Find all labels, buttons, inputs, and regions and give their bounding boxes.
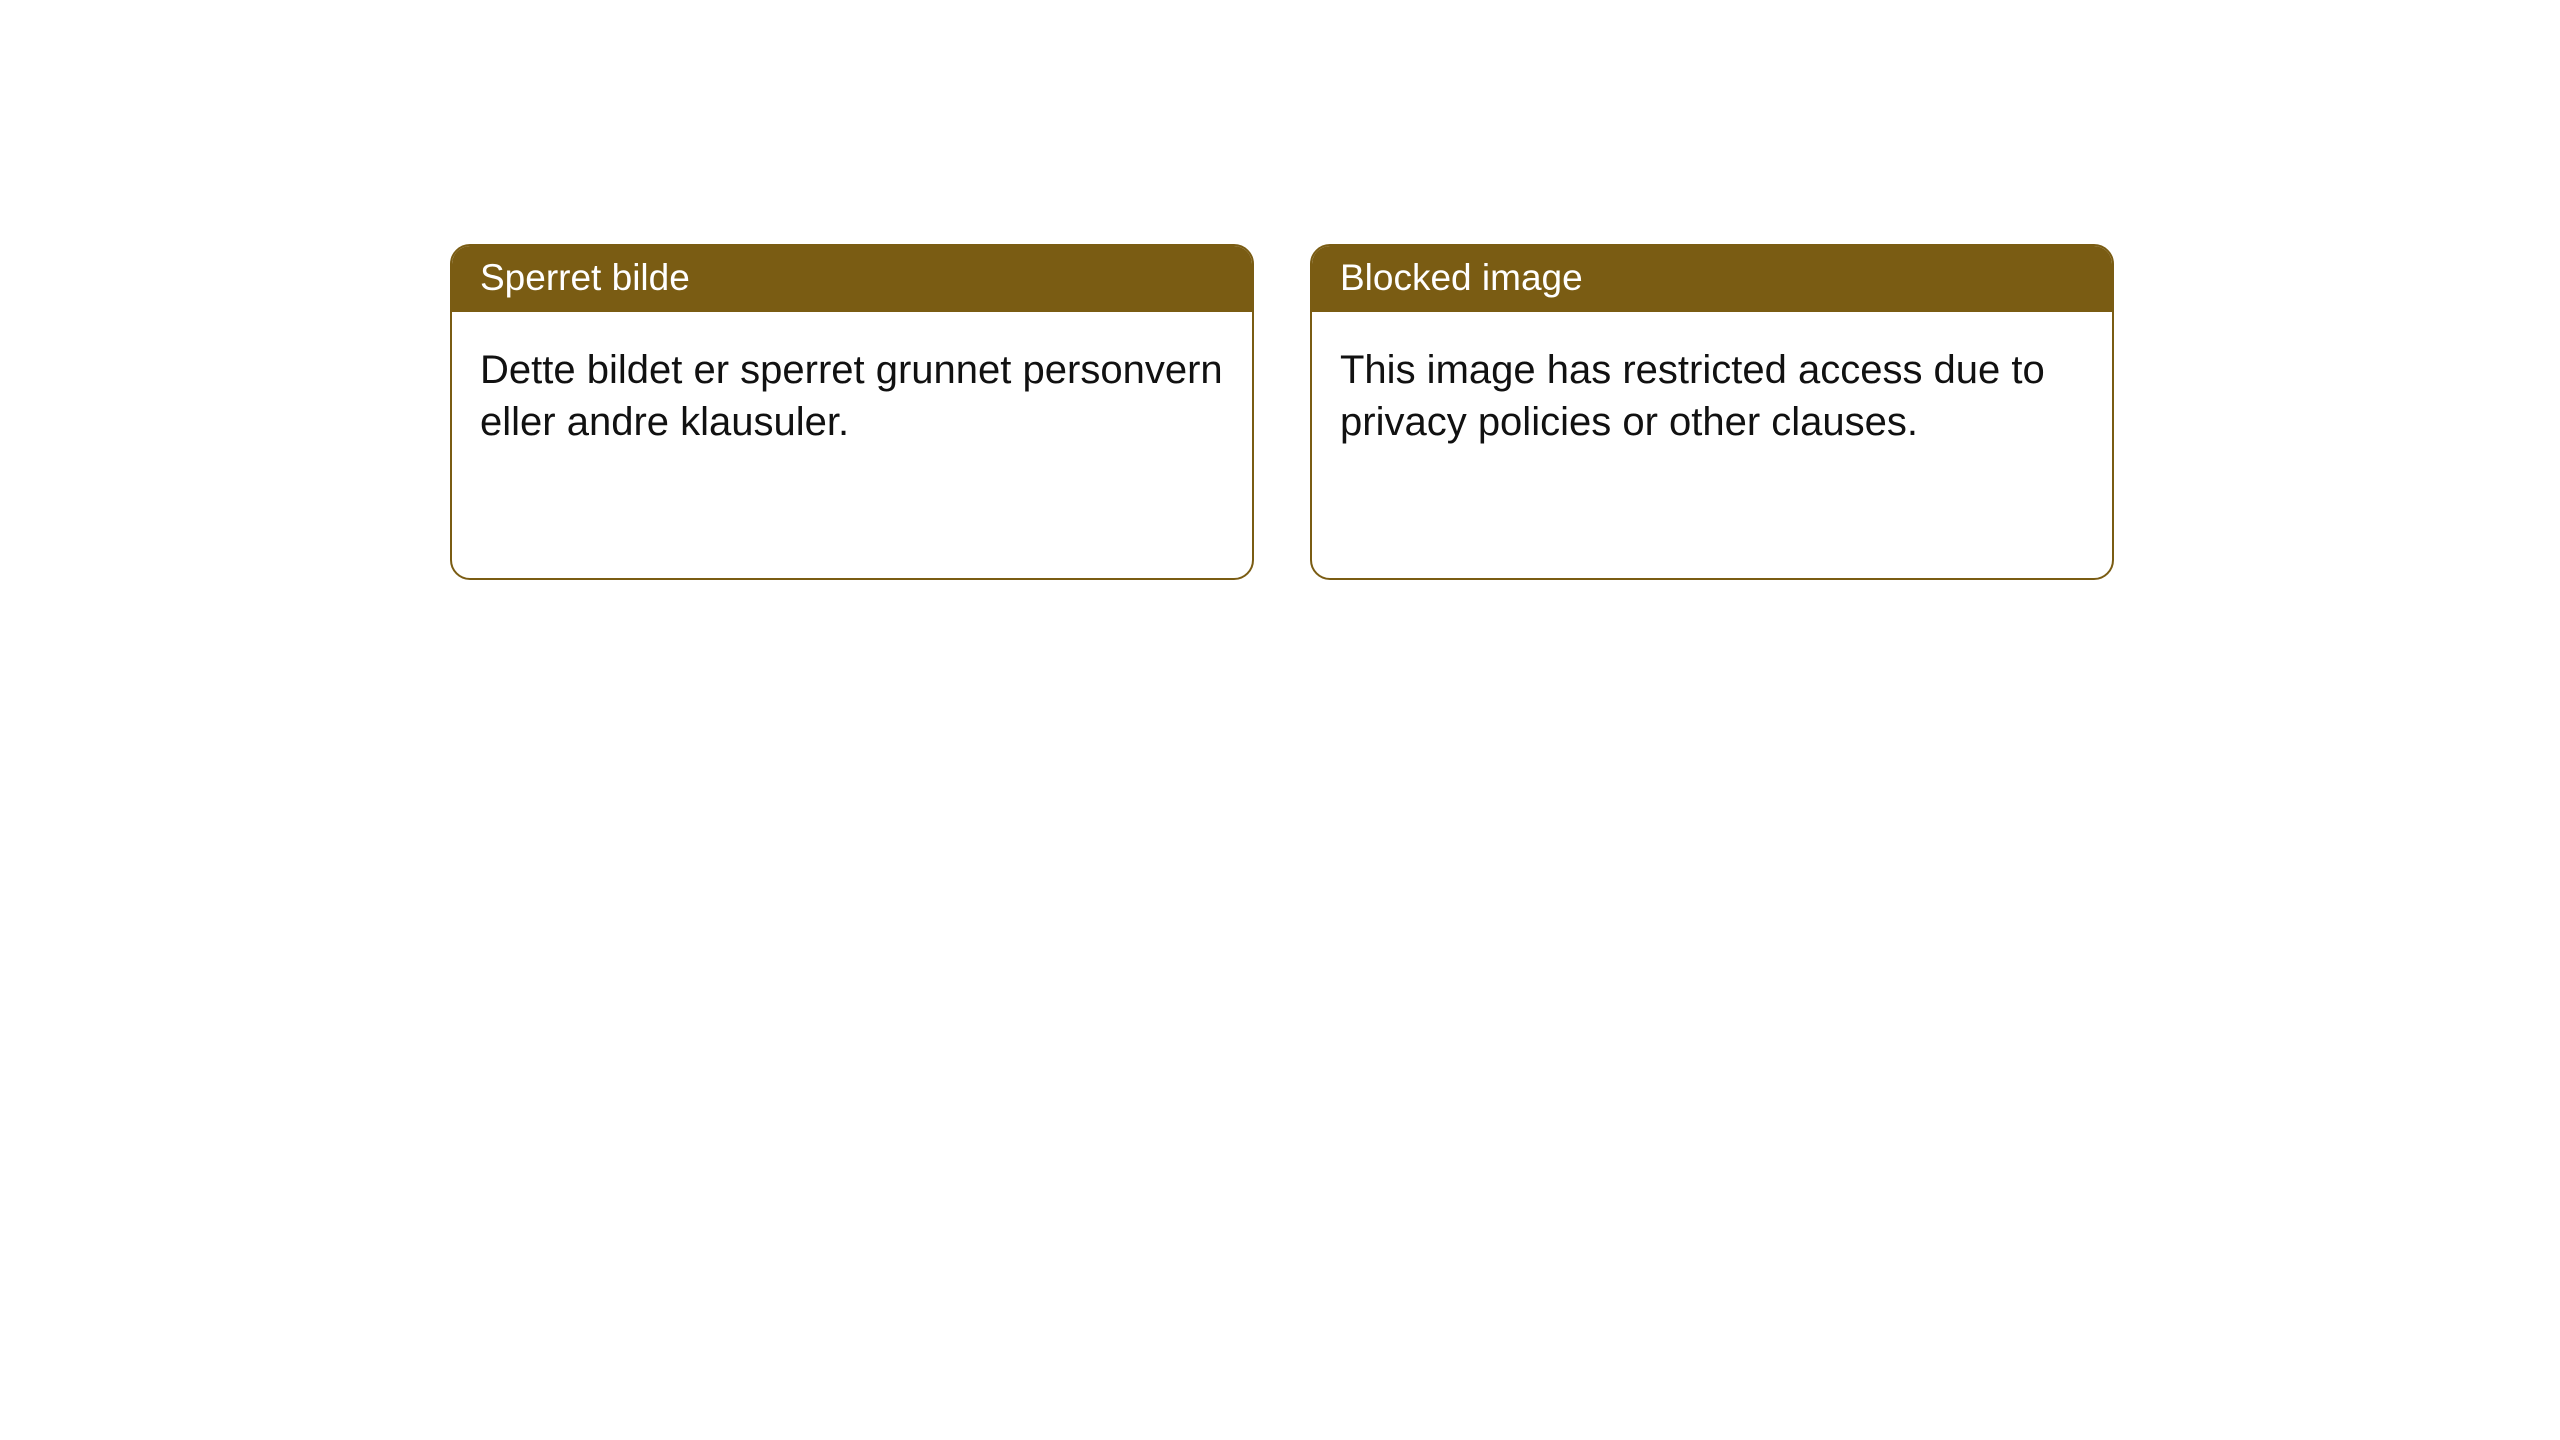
notice-container: Sperret bilde Dette bildet er sperret gr… (0, 0, 2560, 580)
notice-card-title: Sperret bilde (452, 246, 1252, 312)
notice-card-body: This image has restricted access due to … (1312, 312, 2112, 480)
notice-card-norwegian: Sperret bilde Dette bildet er sperret gr… (450, 244, 1254, 580)
notice-card-english: Blocked image This image has restricted … (1310, 244, 2114, 580)
notice-card-body: Dette bildet er sperret grunnet personve… (452, 312, 1252, 480)
notice-card-title: Blocked image (1312, 246, 2112, 312)
